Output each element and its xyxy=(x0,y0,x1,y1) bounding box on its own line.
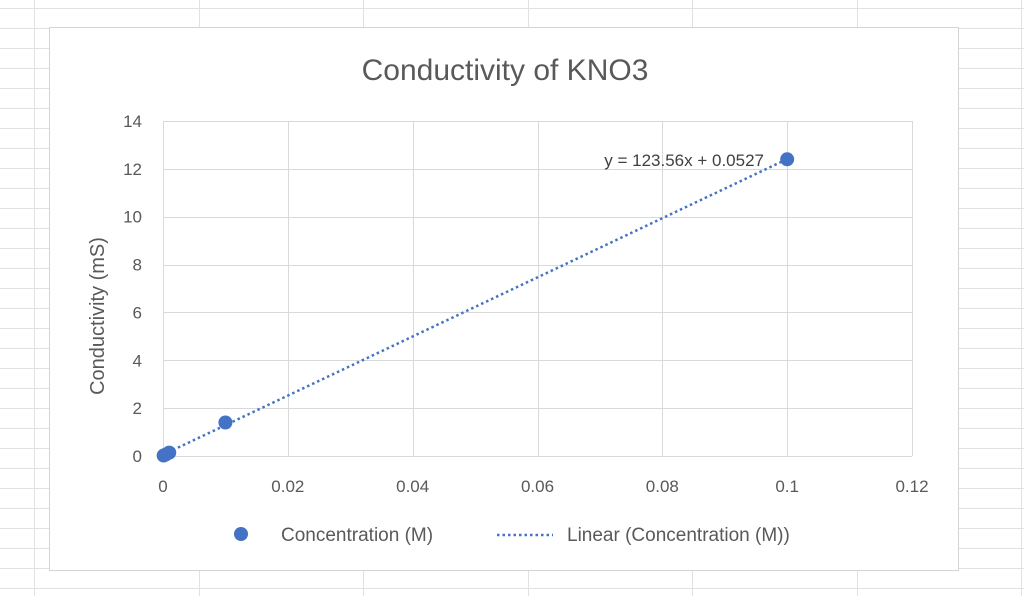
data-point xyxy=(780,152,795,167)
legend-marker-concentration xyxy=(234,527,248,541)
trendline-equation-label: y = 123.56x + 0.0527 xyxy=(604,151,764,170)
x-tick-label: 0.12 xyxy=(895,477,928,496)
data-points-layer xyxy=(156,152,795,463)
x-tick-label: 0.1 xyxy=(775,477,799,496)
chart-svg: Conductivity of KNO3 0 2 4 6 8 10 12 14 0 0.02 0.… xyxy=(87,54,929,546)
legend-label-linear: Linear (Concentration (M)) xyxy=(567,525,790,546)
y-tick-label: 4 xyxy=(133,351,142,370)
y-tick-label: 10 xyxy=(123,208,142,227)
trendline-layer xyxy=(162,157,788,456)
y-tick-label: 6 xyxy=(133,303,142,322)
y-tick-label: 14 xyxy=(123,112,142,131)
plot-gridlines xyxy=(163,121,913,457)
trendline xyxy=(162,157,788,456)
legend: Concentration (M) Linear (Concentration … xyxy=(234,525,790,546)
x-tick-label: 0.04 xyxy=(396,477,429,496)
chart-title: Conductivity of KNO3 xyxy=(362,54,649,87)
y-tick-label: 0 xyxy=(133,447,142,466)
y-tick-label: 2 xyxy=(133,399,142,418)
y-tick-label: 8 xyxy=(133,256,142,275)
x-tick-label: 0.02 xyxy=(271,477,304,496)
data-point xyxy=(162,445,177,460)
x-tick-label: 0.06 xyxy=(521,477,554,496)
x-axis-tick-labels: 0 0.02 0.04 0.06 0.08 0.1 0.12 xyxy=(158,477,928,496)
y-tick-label: 12 xyxy=(123,160,142,179)
x-tick-label: 0 xyxy=(158,477,167,496)
chart-area[interactable]: Conductivity of KNO3 0 2 4 6 8 10 12 14 0 0.02 0.… xyxy=(49,27,959,571)
x-tick-label: 0.08 xyxy=(646,477,679,496)
y-axis-tick-labels: 0 2 4 6 8 10 12 14 xyxy=(123,112,142,466)
data-point xyxy=(218,415,233,430)
y-axis-title: Conductivity (mS) xyxy=(87,237,109,395)
legend-label-concentration: Concentration (M) xyxy=(281,525,433,546)
